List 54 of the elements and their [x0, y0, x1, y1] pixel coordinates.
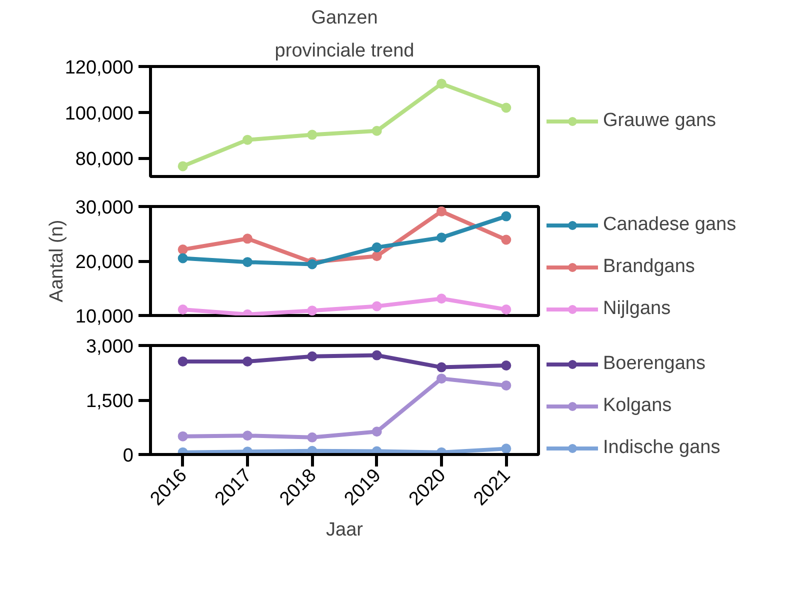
- point: [501, 234, 512, 245]
- point: [501, 102, 512, 113]
- y-tick-label: 3,000: [86, 336, 134, 358]
- point: [178, 431, 188, 442]
- y-tick-label: 10,000: [75, 306, 134, 328]
- point: [436, 374, 446, 384]
- point: [178, 161, 188, 172]
- legend-label: Grauwe gans: [603, 110, 716, 132]
- legend-label: Nijlgans: [603, 298, 671, 320]
- point: [372, 301, 382, 312]
- point: [178, 356, 188, 366]
- point: [307, 130, 318, 140]
- point: [307, 432, 318, 442]
- point: [436, 362, 446, 372]
- point: [242, 356, 252, 366]
- point: [307, 306, 318, 316]
- point: [436, 294, 446, 304]
- point: [501, 360, 512, 370]
- chart-subtitle: provinciale trend: [274, 40, 414, 62]
- point: [372, 126, 382, 136]
- point: [242, 234, 252, 244]
- point: [501, 211, 512, 222]
- point: [436, 78, 446, 89]
- y-tick-label: 20,000: [75, 252, 134, 273]
- y-tick-label: 120,000: [64, 58, 134, 78]
- legend-label: Brandgans: [603, 256, 695, 278]
- point: [501, 444, 512, 454]
- point: [436, 206, 446, 216]
- y-tick-label: 100,000: [64, 103, 134, 124]
- chart-title: Ganzen: [311, 8, 378, 28]
- legend-label: Boerengans: [603, 353, 706, 375]
- point: [178, 253, 188, 264]
- point: [501, 380, 512, 390]
- point: [178, 304, 188, 314]
- point: [372, 350, 382, 360]
- point: [242, 134, 252, 145]
- x-axis-title: Jaar: [326, 519, 364, 540]
- y-axis-title: Aantal (n): [46, 220, 68, 302]
- y-tick-label: 30,000: [75, 198, 134, 218]
- point: [178, 244, 188, 255]
- y-tick-label: 1,500: [86, 391, 134, 412]
- point: [307, 351, 318, 362]
- point: [372, 426, 382, 437]
- legend-label: Kolgans: [603, 395, 672, 417]
- legend-label: Canadese gans: [603, 214, 736, 236]
- point: [372, 242, 382, 252]
- point: [242, 257, 252, 268]
- y-tick-label: 0: [122, 446, 134, 466]
- point: [372, 251, 382, 262]
- legend-label: Indische gans: [603, 437, 720, 459]
- point: [242, 430, 252, 441]
- point: [501, 304, 512, 314]
- point: [436, 232, 446, 243]
- y-tick-label: 80,000: [75, 149, 134, 170]
